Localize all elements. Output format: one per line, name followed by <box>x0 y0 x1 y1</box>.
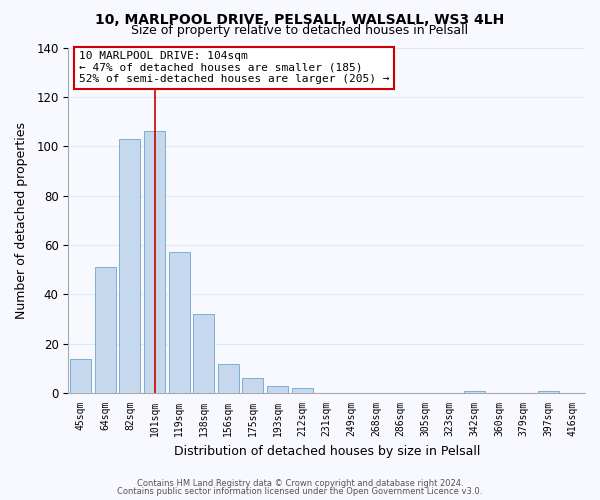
Text: Size of property relative to detached houses in Pelsall: Size of property relative to detached ho… <box>131 24 469 37</box>
Text: Contains HM Land Registry data © Crown copyright and database right 2024.: Contains HM Land Registry data © Crown c… <box>137 478 463 488</box>
Bar <box>193 314 214 394</box>
Bar <box>267 386 288 394</box>
Bar <box>169 252 190 394</box>
Bar <box>95 268 116 394</box>
Bar <box>538 391 559 394</box>
Bar <box>218 364 239 394</box>
Y-axis label: Number of detached properties: Number of detached properties <box>15 122 28 319</box>
X-axis label: Distribution of detached houses by size in Pelsall: Distribution of detached houses by size … <box>173 444 480 458</box>
Bar <box>242 378 263 394</box>
Text: 10, MARLPOOL DRIVE, PELSALL, WALSALL, WS3 4LH: 10, MARLPOOL DRIVE, PELSALL, WALSALL, WS… <box>95 12 505 26</box>
Bar <box>292 388 313 394</box>
Text: Contains public sector information licensed under the Open Government Licence v3: Contains public sector information licen… <box>118 487 482 496</box>
Text: 10 MARLPOOL DRIVE: 104sqm
← 47% of detached houses are smaller (185)
52% of semi: 10 MARLPOOL DRIVE: 104sqm ← 47% of detac… <box>79 51 389 84</box>
Bar <box>70 358 91 394</box>
Bar <box>464 391 485 394</box>
Bar <box>119 139 140 394</box>
Bar <box>144 132 165 394</box>
